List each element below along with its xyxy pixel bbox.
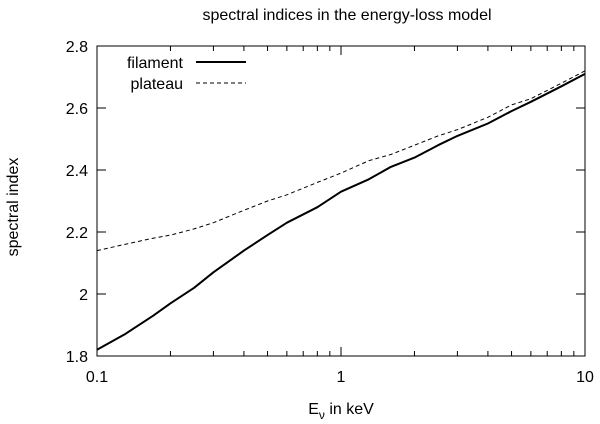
x-axis-label-rest: in keV	[325, 401, 374, 418]
y-tick-label: 2.2	[66, 225, 88, 242]
x-tick-label: 1	[337, 369, 346, 386]
x-axis-label: Eν in keV	[308, 401, 374, 422]
y-axis-label: spectral index	[5, 158, 22, 257]
y-tick-label: 2	[79, 287, 88, 304]
x-axis-label-main: E	[308, 401, 319, 418]
plot-frame	[96, 45, 586, 357]
data-series	[96, 70, 586, 351]
x-tick-label: 0.1	[86, 369, 108, 386]
y-tick-label: 1.8	[66, 349, 88, 366]
legend-label-filament: filament	[127, 55, 184, 72]
chart-title: spectral indices in the energy-loss mode…	[202, 7, 491, 24]
x-tick-label: 10	[576, 369, 594, 386]
y-tick-label: 2.4	[66, 163, 88, 180]
x-axis-label-subscript: ν	[319, 408, 325, 422]
y-tick-label: 2.8	[66, 39, 88, 56]
y-tick-label: 2.6	[66, 101, 88, 118]
series-line-plateau	[96, 70, 586, 252]
legend: filament plateau	[127, 55, 246, 93]
tick-labels: 1.8 2 2.2 2.4 2.6 2.8 0.1 1 10	[66, 39, 594, 386]
legend-label-plateau: plateau	[131, 76, 184, 93]
series-line-filament	[96, 73, 586, 351]
